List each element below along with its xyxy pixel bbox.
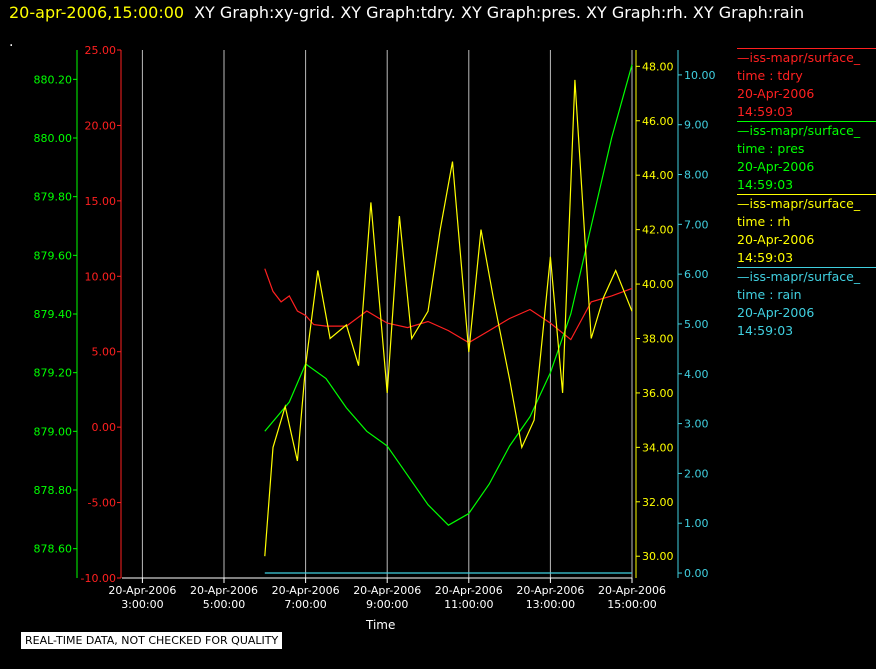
- y-tick-label-pres: 879.00: [34, 425, 73, 438]
- x-tick-label-date: 20-Apr-2006: [435, 584, 503, 597]
- y-tick-label-rain: 7.00: [684, 218, 709, 231]
- x-tick-label-time: 7:00:00: [284, 598, 326, 611]
- legend-time: 14:59:03: [737, 104, 794, 119]
- y-tick-label-pres: 878.60: [34, 543, 73, 556]
- y-tick-label-rain: 1.00: [684, 517, 709, 530]
- y-tick-label-tdry: 15.00: [85, 195, 117, 208]
- y-tick-label-rh: 30.00: [642, 550, 674, 563]
- x-tick-label-date: 20-Apr-2006: [598, 584, 666, 597]
- y-tick-label-rain: 6.00: [684, 268, 709, 281]
- y-tick-label-pres: 879.80: [34, 191, 73, 204]
- x-tick-label-date: 20-Apr-2006: [190, 584, 258, 597]
- y-tick-label-pres: 879.60: [34, 249, 73, 262]
- x-tick-label-date: 20-Apr-2006: [108, 584, 176, 597]
- y-tick-label-rh: 32.00: [642, 496, 674, 509]
- legend-variable: time : rh: [737, 214, 791, 229]
- y-tick-label-rain: 8.00: [684, 169, 709, 182]
- y-tick-label-tdry: 0.00: [92, 421, 117, 434]
- legend-entry-tdry[interactable]: —iss-mapr/surface_ time : tdry 20-Apr-20…: [737, 48, 876, 121]
- legend-source: —iss-mapr/surface_: [737, 123, 861, 138]
- y-tick-label-pres: 880.00: [34, 132, 73, 145]
- legend-date: 20-Apr-2006: [737, 232, 815, 247]
- y-tick-label-pres: 880.20: [34, 73, 73, 86]
- legend-source: —iss-mapr/surface_: [737, 269, 861, 284]
- window-title: 20-apr-2006,15:00:00 XY Graph:xy-grid. XY…: [9, 3, 804, 23]
- x-tick-label-time: 15:00:00: [607, 598, 656, 611]
- y-tick-label-rain: 9.00: [684, 119, 709, 132]
- legend-variable: time : pres: [737, 141, 805, 156]
- x-axis-title: Time: [366, 618, 396, 632]
- y-tick-label-tdry: 5.00: [92, 346, 117, 359]
- legend-source: —iss-mapr/surface_: [737, 50, 861, 65]
- legend-variable: time : tdry: [737, 68, 803, 83]
- y-tick-label-tdry: -5.00: [88, 497, 116, 510]
- x-tick-label-time: 11:00:00: [444, 598, 493, 611]
- legend-entry-rh[interactable]: —iss-mapr/surface_ time : rh 20-Apr-2006…: [737, 194, 876, 267]
- series-line-pres: [264, 64, 633, 526]
- legend-entry-pres[interactable]: —iss-mapr/surface_ time : pres 20-Apr-20…: [737, 121, 876, 194]
- legend-entry-rain[interactable]: —iss-mapr/surface_ time : rain 20-Apr-20…: [737, 267, 876, 340]
- y-tick-label-tdry: 10.00: [85, 270, 117, 283]
- title-datetime: 20-apr-2006,15:00:00: [9, 3, 185, 22]
- x-tick-label-date: 20-Apr-2006: [516, 584, 584, 597]
- x-tick-label-time: 13:00:00: [526, 598, 575, 611]
- title-graph-list: XY Graph:xy-grid. XY Graph:tdry. XY Grap…: [194, 3, 805, 22]
- y-tick-label-pres: 878.80: [34, 484, 73, 497]
- y-tick-label-rh: 48.00: [642, 60, 674, 73]
- legend-source: —iss-mapr/surface_: [737, 196, 861, 211]
- x-tick-label-date: 20-Apr-2006: [353, 584, 421, 597]
- y-tick-label-rh: 46.00: [642, 115, 674, 128]
- legend-time: 14:59:03: [737, 250, 794, 265]
- y-tick-label-rain: 10.00: [684, 69, 716, 82]
- y-tick-label-rh: 36.00: [642, 387, 674, 400]
- legend-date: 20-Apr-2006: [737, 86, 815, 101]
- y-tick-label-rh: 44.00: [642, 169, 674, 182]
- y-tick-label-pres: 879.40: [34, 308, 73, 321]
- y-tick-label-tdry: 25.00: [85, 44, 117, 57]
- y-tick-label-rain: 0.00: [684, 567, 709, 580]
- y-tick-label-rain: 5.00: [684, 318, 709, 331]
- x-tick-label-time: 5:00:00: [203, 598, 245, 611]
- y-tick-label-rh: 38.00: [642, 332, 674, 345]
- legend-variable: time : rain: [737, 287, 802, 302]
- y-tick-label-rain: 2.00: [684, 467, 709, 480]
- data-quality-notice: REAL-TIME DATA, NOT CHECKED FOR QUALITY: [20, 631, 284, 650]
- legend-date: 20-Apr-2006: [737, 305, 815, 320]
- legend: —iss-mapr/surface_ time : tdry 20-Apr-20…: [737, 48, 876, 340]
- y-tick-label-rh: 34.00: [642, 441, 674, 454]
- y-tick-label-rh: 40.00: [642, 278, 674, 291]
- legend-date: 20-Apr-2006: [737, 159, 815, 174]
- legend-time: 14:59:03: [737, 177, 794, 192]
- series-line-rh: [264, 79, 633, 557]
- y-tick-label-rain: 3.00: [684, 418, 709, 431]
- legend-time: 14:59:03: [737, 323, 794, 338]
- x-tick-label-date: 20-Apr-2006: [272, 584, 340, 597]
- y-tick-label-tdry: -10.00: [81, 572, 116, 585]
- y-tick-label-tdry: 20.00: [85, 119, 117, 132]
- y-tick-label-rain: 4.00: [684, 368, 709, 381]
- y-tick-label-rh: 42.00: [642, 224, 674, 237]
- x-tick-label-time: 3:00:00: [121, 598, 163, 611]
- y-tick-label-pres: 879.20: [34, 367, 73, 380]
- title-dot: .: [9, 34, 14, 50]
- x-tick-label-time: 9:00:00: [366, 598, 408, 611]
